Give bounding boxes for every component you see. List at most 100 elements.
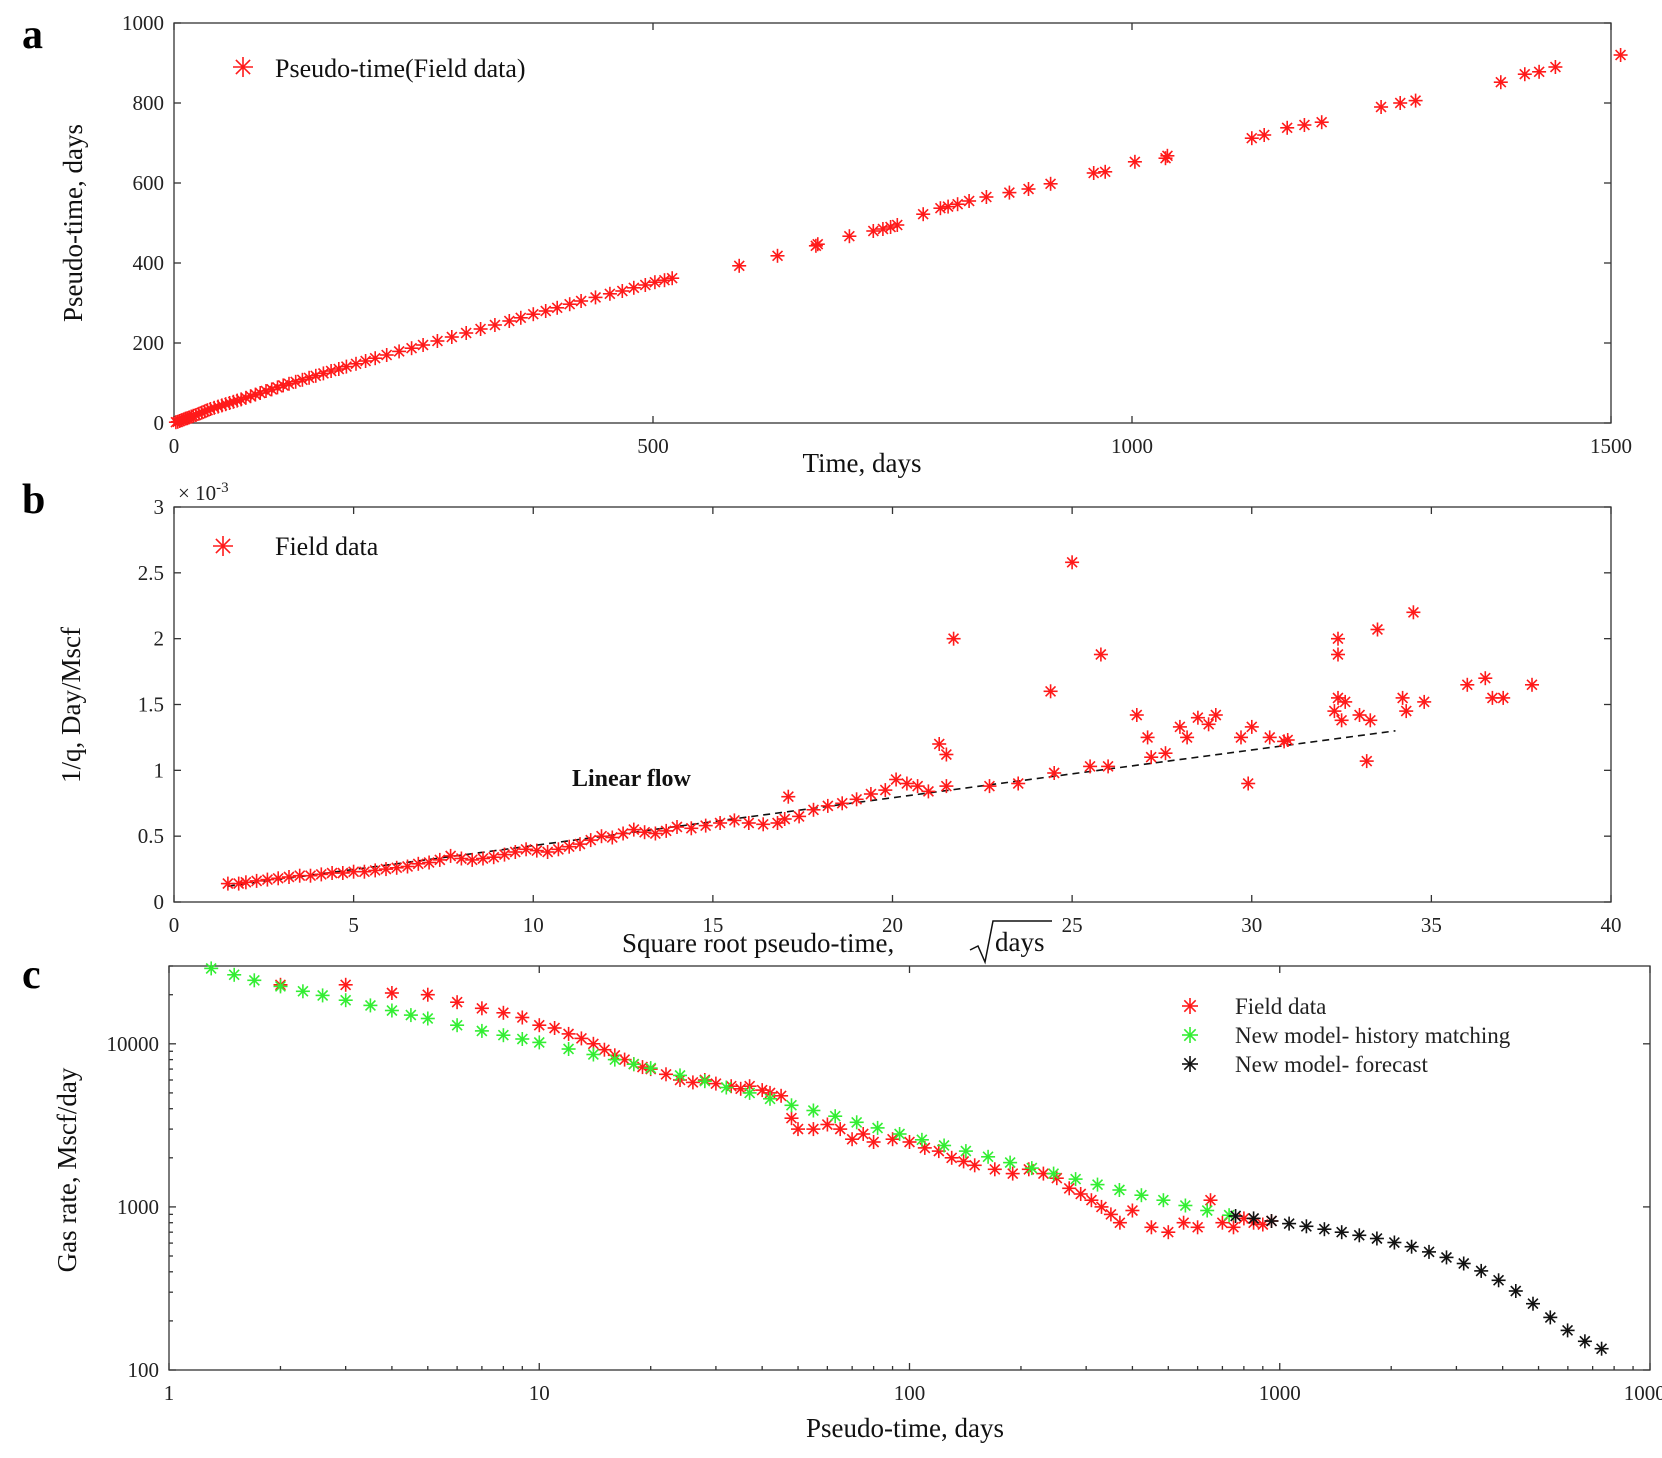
data-point — [249, 873, 264, 888]
data-point — [607, 1052, 622, 1067]
data-point — [1090, 1177, 1105, 1192]
data-point — [958, 1144, 973, 1159]
legend-marker-icon — [233, 57, 253, 77]
data-point — [1460, 677, 1475, 692]
data-point — [1203, 1193, 1218, 1208]
data-point — [1327, 704, 1342, 719]
x-axis-unit-b: days — [995, 927, 1045, 957]
data-point — [1491, 1273, 1506, 1288]
data-point — [220, 876, 235, 891]
data-point — [902, 1135, 917, 1149]
x-tick-label: 30 — [1241, 913, 1262, 937]
data-point — [1474, 1263, 1489, 1278]
ticks-a: 0 500 1000 1500 0 200 400 600 800 1000 — [122, 11, 1632, 458]
data-point — [314, 867, 329, 882]
data-point — [1226, 1220, 1241, 1235]
x-tick-label: 25 — [1062, 913, 1083, 937]
data-point — [295, 372, 310, 387]
data-point — [616, 826, 631, 841]
data-point — [1047, 766, 1062, 780]
y-tick-label: 2.5 — [138, 561, 164, 585]
data-point — [670, 820, 684, 834]
data-point — [1508, 1284, 1523, 1298]
data-point — [474, 1001, 489, 1016]
data-point — [1331, 631, 1345, 646]
data-point — [1297, 118, 1312, 132]
data-point — [1144, 1220, 1159, 1235]
data-point — [459, 326, 474, 340]
data-point — [562, 839, 577, 854]
data-point — [339, 359, 354, 374]
data-point — [1456, 1256, 1471, 1271]
data-point — [273, 979, 288, 994]
data-point — [547, 1021, 562, 1035]
data-point — [1215, 1215, 1230, 1230]
y-axis-label-c: Gas rate, Mscf/day — [52, 1067, 82, 1272]
data-point — [962, 194, 977, 208]
x-tick-label: 10 — [523, 913, 544, 937]
data-point — [1387, 1235, 1402, 1250]
data-point — [1180, 730, 1195, 745]
data-point — [1101, 759, 1116, 774]
data-point — [379, 862, 393, 877]
data-point — [956, 1154, 971, 1169]
y-tick-label: 0 — [154, 890, 165, 914]
data-point — [247, 973, 262, 988]
data-point — [835, 796, 850, 811]
data-point — [430, 334, 445, 348]
legend-entry-forecast: New model- forecast — [1235, 1052, 1428, 1077]
series-a — [168, 48, 1628, 430]
legend-b: Field data — [213, 532, 379, 561]
data-point — [1065, 555, 1080, 570]
data-point — [1299, 1219, 1314, 1234]
data-point — [1103, 1207, 1118, 1222]
data-point — [1548, 60, 1563, 74]
data-point — [806, 1103, 821, 1118]
y-tick-label: 400 — [133, 251, 165, 275]
data-point — [443, 848, 458, 863]
data-point — [532, 1035, 547, 1050]
legend-c: Field data New model- history matching N… — [1182, 994, 1511, 1077]
data-point — [648, 826, 663, 841]
data-point — [450, 1018, 465, 1033]
legend-marker-field — [1182, 998, 1198, 1014]
data-point — [473, 322, 488, 336]
annotation-linear-flow: Linear flow — [572, 766, 692, 792]
data-point — [1043, 684, 1058, 699]
data-point — [1043, 176, 1058, 191]
x-tick-label: 1500 — [1590, 434, 1632, 458]
data-point — [863, 787, 878, 801]
y-tick-label: 1.5 — [138, 693, 164, 717]
data-point — [1543, 1310, 1558, 1325]
data-point — [379, 348, 394, 362]
data-point — [1496, 690, 1511, 705]
data-point — [1129, 708, 1144, 722]
data-point — [1134, 1188, 1149, 1203]
data-point — [1084, 1193, 1099, 1208]
data-point — [792, 809, 807, 824]
data-point — [389, 860, 404, 875]
data-point — [1408, 93, 1423, 108]
x-tick-label: 20 — [882, 913, 903, 937]
data-point — [756, 817, 771, 832]
panel-b: b 0 5 10 15 20 25 30 35 40 0 0.5 1 1.5 2 2.5 3 × 10-3 L… — [22, 477, 1622, 965]
data-point — [1399, 704, 1414, 719]
data-point — [363, 998, 378, 1013]
data-point — [944, 1150, 959, 1165]
x-axis-label-b: Square root pseudo-time, — [622, 928, 894, 958]
data-point — [465, 852, 480, 867]
legend-entry-a: Pseudo-time(Field data) — [275, 54, 526, 83]
data-point — [1127, 154, 1142, 169]
data-point — [338, 993, 353, 1008]
data-point — [227, 967, 242, 982]
sqrt-days-unit: days — [969, 920, 1052, 965]
x-tick-label: 40 — [1601, 913, 1622, 937]
plot-area-a — [173, 22, 1612, 424]
data-point — [698, 818, 713, 833]
data-point — [594, 829, 609, 844]
data-point — [1280, 120, 1295, 135]
data-point — [1370, 622, 1385, 637]
data-point — [271, 871, 286, 886]
data-point — [1613, 48, 1628, 62]
data-point — [349, 356, 363, 371]
